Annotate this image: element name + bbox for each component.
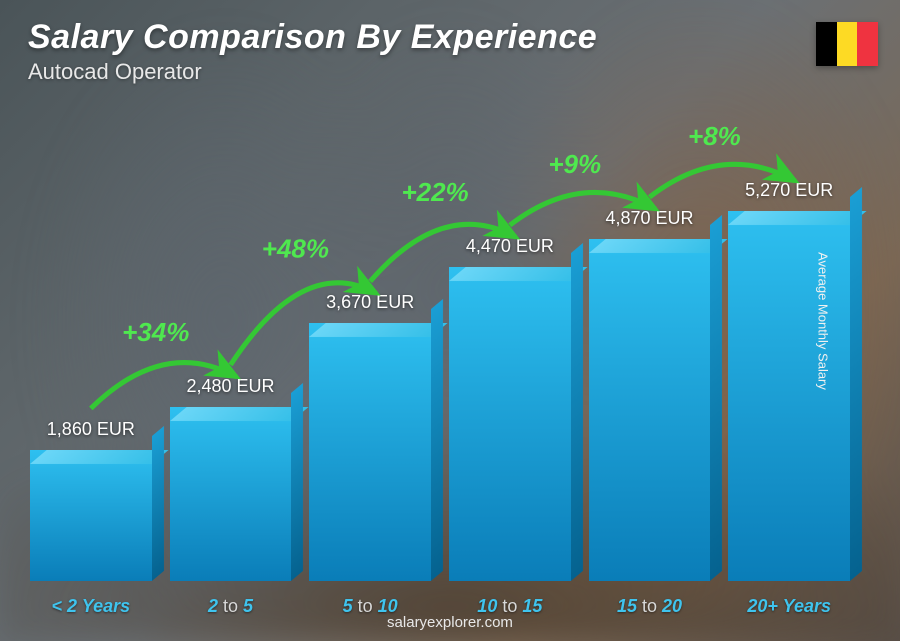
- bar-front-face: [309, 323, 431, 581]
- bar-front-face: [170, 407, 292, 581]
- bar-value-label: 4,870 EUR: [605, 208, 693, 229]
- footer-attribution: salaryexplorer.com: [0, 614, 900, 631]
- bar-side-face: [431, 299, 443, 581]
- bar-top-face: [728, 211, 866, 225]
- bar-group: 4,470 EUR10 to 15: [449, 236, 571, 581]
- bar: [30, 450, 152, 581]
- bar: [589, 239, 711, 581]
- y-axis-label: Average Monthly Salary: [816, 252, 831, 390]
- bar-front-face: [728, 211, 850, 581]
- bar: [728, 211, 850, 581]
- flag-stripe-red: [857, 22, 878, 66]
- bar-group: 3,670 EUR5 to 10: [309, 292, 431, 581]
- header: Salary Comparison By Experience Autocad …: [28, 18, 597, 85]
- bar-value-label: 2,480 EUR: [186, 376, 274, 397]
- bar-group: 5,270 EUR20+ Years: [728, 180, 850, 581]
- page-title: Salary Comparison By Experience: [28, 18, 597, 57]
- bar-front-face: [589, 239, 711, 581]
- bar-value-label: 1,860 EUR: [47, 419, 135, 440]
- bar-front-face: [30, 450, 152, 581]
- bar-side-face: [850, 187, 862, 581]
- bar-top-face: [170, 407, 308, 421]
- bar-top-face: [589, 239, 727, 253]
- bar-group: 4,870 EUR15 to 20: [589, 208, 711, 581]
- bar: [449, 267, 571, 581]
- bar-front-face: [449, 267, 571, 581]
- bar-group: 2,480 EUR2 to 5: [170, 376, 292, 581]
- bar: [309, 323, 431, 581]
- bar-top-face: [309, 323, 447, 337]
- bar-top-face: [30, 450, 168, 464]
- bar-value-label: 5,270 EUR: [745, 180, 833, 201]
- bar-side-face: [152, 426, 164, 581]
- bar: [170, 407, 292, 581]
- bar-top-face: [449, 267, 587, 281]
- page-subtitle: Autocad Operator: [28, 59, 597, 85]
- bar-group: 1,860 EUR< 2 Years: [30, 419, 152, 581]
- bar-side-face: [571, 243, 583, 581]
- belgium-flag: [816, 22, 878, 66]
- flag-stripe-yellow: [837, 22, 858, 66]
- salary-bar-chart: 1,860 EUR< 2 Years2,480 EUR2 to 53,670 E…: [30, 110, 850, 581]
- bar-value-label: 4,470 EUR: [466, 236, 554, 257]
- bar-side-face: [710, 215, 722, 581]
- bar-value-label: 3,670 EUR: [326, 292, 414, 313]
- flag-stripe-black: [816, 22, 837, 66]
- bar-side-face: [291, 383, 303, 581]
